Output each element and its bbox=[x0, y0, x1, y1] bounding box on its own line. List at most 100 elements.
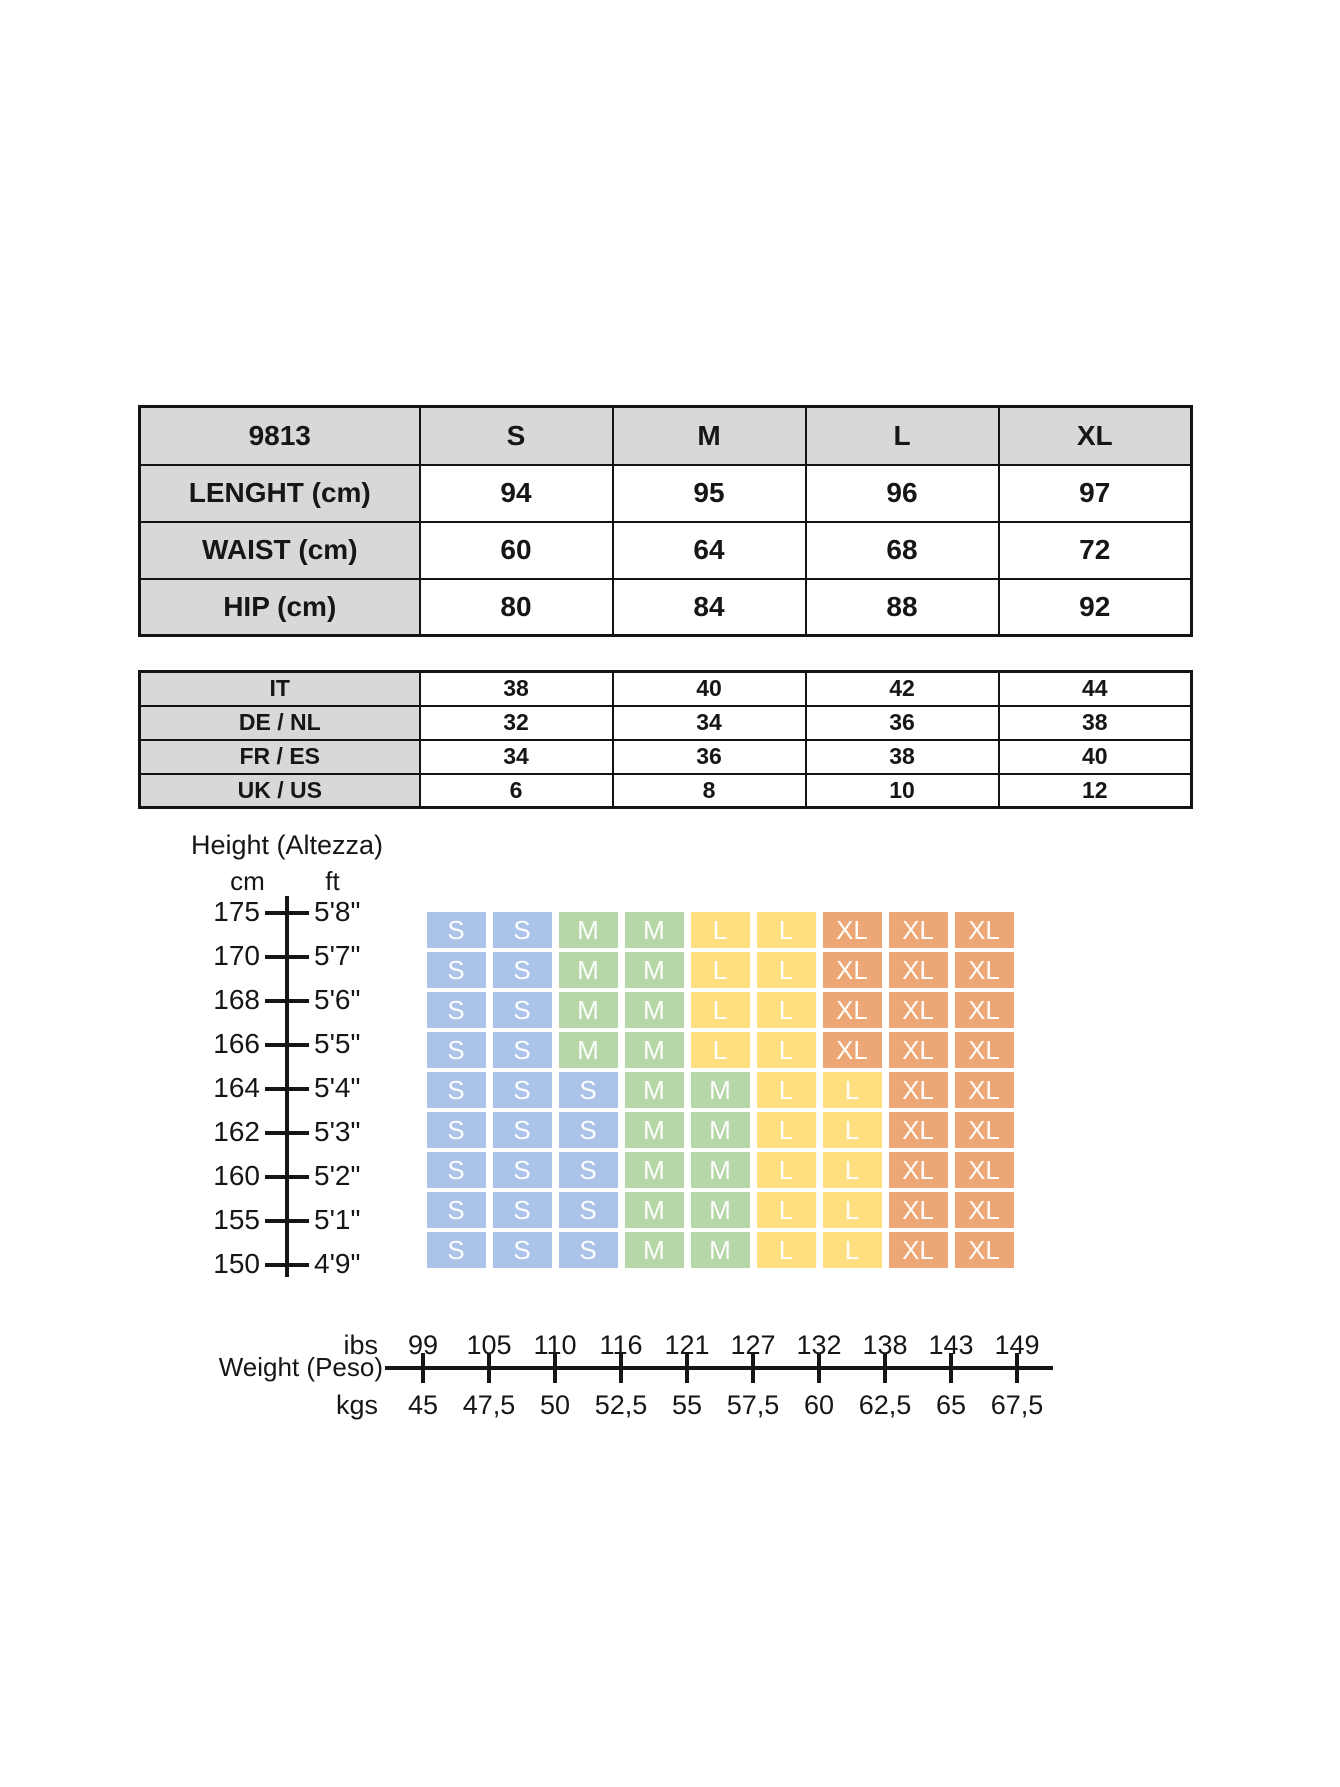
size-grid-cell: XL bbox=[888, 1032, 948, 1068]
height-cm-label: 166 bbox=[213, 1028, 260, 1059]
height-cm-label: 170 bbox=[213, 940, 260, 971]
height-cm-label: 168 bbox=[213, 984, 260, 1015]
height-tick-mark bbox=[265, 1263, 309, 1267]
height-ft-label: 5'4" bbox=[314, 1072, 361, 1103]
size-grid-cell: L bbox=[756, 1032, 816, 1068]
ibs-unit-label: ibs bbox=[343, 1330, 378, 1360]
size-grid-cell: L bbox=[822, 1152, 882, 1188]
weight-kgs-label: 45 bbox=[407, 1390, 439, 1420]
size-grid-cell: M bbox=[690, 1112, 750, 1148]
conversion-row: UK / US 6 8 10 12 bbox=[138, 772, 1193, 809]
conversion-value-cell: 6 bbox=[418, 772, 614, 809]
conversion-value-cell: 10 bbox=[804, 772, 1000, 809]
size-grid-cell: S bbox=[492, 952, 552, 988]
height-cm-label: 162 bbox=[213, 1116, 260, 1147]
weight-ibs-label: 116 bbox=[599, 1330, 643, 1360]
conversion-value-cell: 40 bbox=[997, 738, 1193, 775]
size-grid-cell: L bbox=[756, 992, 816, 1028]
conversion-label-cell: FR / ES bbox=[138, 738, 421, 775]
size-grid-cell: S bbox=[426, 1112, 486, 1148]
conversion-value-cell: 38 bbox=[997, 704, 1193, 741]
size-grid-cell: M bbox=[624, 952, 684, 988]
size-grid-cell: S bbox=[426, 992, 486, 1028]
height-cm-label: 164 bbox=[213, 1072, 260, 1103]
size-header-cell: S bbox=[418, 405, 614, 466]
size-grid-cell: S bbox=[426, 1072, 486, 1108]
weight-kgs-label: 60 bbox=[803, 1390, 835, 1420]
size-grid-cell: L bbox=[822, 1232, 882, 1268]
size-grid-cell: L bbox=[822, 1072, 882, 1108]
size-grid-cell: M bbox=[624, 1192, 684, 1228]
measurement-value-cell: 96 bbox=[804, 463, 1000, 523]
weight-tick-mark bbox=[685, 1353, 689, 1383]
measurement-value-cell: 94 bbox=[418, 463, 614, 523]
size-header-cell: XL bbox=[997, 405, 1193, 466]
size-grid-cell: M bbox=[558, 912, 618, 948]
size-grid-cell: S bbox=[492, 1032, 552, 1068]
measurement-label-cell: HIP (cm) bbox=[138, 577, 421, 637]
weight-ibs-label: 105 bbox=[466, 1330, 512, 1360]
weight-ibs-label: 121 bbox=[664, 1330, 710, 1360]
size-grid-cell: S bbox=[558, 1232, 618, 1268]
measurement-value-cell: 95 bbox=[611, 463, 807, 523]
conversion-row: FR / ES 34 36 38 40 bbox=[138, 738, 1193, 775]
chart-title: Height (Altezza) bbox=[190, 830, 384, 860]
size-grid-cell: XL bbox=[954, 1112, 1014, 1148]
size-grid-cell: XL bbox=[954, 1032, 1014, 1068]
size-grid-cell: S bbox=[558, 1112, 618, 1148]
conversion-label-cell: DE / NL bbox=[138, 704, 421, 741]
size-grid-cell: S bbox=[492, 1112, 552, 1148]
weight-ibs-label: 132 bbox=[796, 1330, 842, 1360]
weight-kgs-label: 47,5 bbox=[462, 1390, 516, 1420]
weight-tick-mark bbox=[619, 1353, 623, 1383]
height-tick-mark bbox=[265, 1087, 309, 1091]
conversion-value-cell: 34 bbox=[418, 738, 614, 775]
size-grid-cell: L bbox=[690, 952, 750, 988]
height-cm-label: 160 bbox=[213, 1160, 260, 1191]
height-ft-label: 5'5" bbox=[314, 1028, 361, 1059]
conversion-label-cell: IT bbox=[138, 670, 421, 707]
measurement-value-cell: 84 bbox=[611, 577, 807, 637]
weight-ibs-label: 138 bbox=[862, 1330, 908, 1360]
size-grid-cell: XL bbox=[954, 1232, 1014, 1268]
size-grid-cell: M bbox=[624, 912, 684, 948]
weight-ibs-label: 99 bbox=[407, 1330, 439, 1360]
weight-kgs-label: 50 bbox=[539, 1390, 571, 1420]
size-grid-cell: L bbox=[822, 1112, 882, 1148]
size-grid-cell: XL bbox=[888, 1232, 948, 1268]
height-tick-mark bbox=[265, 1175, 309, 1179]
conversion-value-cell: 36 bbox=[611, 738, 807, 775]
weight-ibs-label: 110 bbox=[533, 1330, 577, 1360]
size-grid-cell: XL bbox=[888, 992, 948, 1028]
conversion-row: IT 38 40 42 44 bbox=[138, 670, 1193, 707]
weight-kgs-label: 57,5 bbox=[726, 1390, 780, 1420]
size-grid-cell: M bbox=[624, 1072, 684, 1108]
size-grid-cell: S bbox=[558, 1192, 618, 1228]
height-ft-label: 5'6" bbox=[314, 984, 361, 1015]
size-grid-cell: S bbox=[492, 1192, 552, 1228]
size-grid-cell: M bbox=[690, 1232, 750, 1268]
weight-tick-mark bbox=[817, 1353, 821, 1383]
conversion-value-cell: 40 bbox=[611, 670, 807, 707]
cm-unit-label: cm bbox=[230, 866, 265, 896]
weight-kgs-label: 55 bbox=[671, 1390, 703, 1420]
weight-tick-mark bbox=[1015, 1353, 1019, 1383]
height-ft-label: 5'3" bbox=[314, 1116, 361, 1147]
weight-axis-line bbox=[385, 1366, 1053, 1370]
size-grid-cell: XL bbox=[822, 992, 882, 1028]
weight-ibs-label: 127 bbox=[730, 1330, 776, 1360]
measurement-table-header-row: 9813 S M L XL bbox=[138, 405, 1193, 466]
size-grid-cell: XL bbox=[888, 1192, 948, 1228]
size-grid-cell: XL bbox=[888, 1152, 948, 1188]
size-grid-cell: M bbox=[624, 1232, 684, 1268]
weight-ibs-label: 149 bbox=[994, 1330, 1040, 1360]
conversion-label-cell: UK / US bbox=[138, 772, 421, 809]
size-grid-cell: L bbox=[690, 912, 750, 948]
measurement-table: 9813 S M L XL LENGHT (cm) 94 95 96 97 WAIST (cm) 6… bbox=[138, 405, 1193, 637]
conversion-value-cell: 8 bbox=[611, 772, 807, 809]
size-grid-cell: XL bbox=[888, 1112, 948, 1148]
weight-tick-mark bbox=[553, 1353, 557, 1383]
size-grid-cell: M bbox=[624, 992, 684, 1028]
weight-kgs-label: 52,5 bbox=[594, 1390, 648, 1420]
